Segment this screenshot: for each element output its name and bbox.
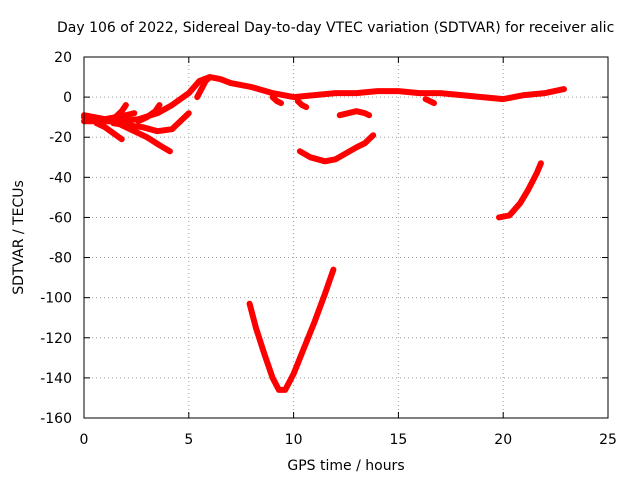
data-series-9 [269,94,284,107]
y-tick-label: 0 [63,90,72,106]
data-series-12 [296,132,377,165]
data-series-13 [336,108,373,119]
y-tick-label: -140 [40,371,72,387]
y-tick-label: -100 [40,291,72,307]
y-tick-label: -80 [49,251,72,267]
x-tick-label: 10 [285,432,303,448]
x-tick-label: 0 [80,432,89,448]
x-tick-label: 5 [184,432,193,448]
axis-ticks: 0 5 10 15 20 25 -160 -140 -120 -100 -80 -60 -40 -20 0 2… [40,50,617,448]
y-axis-title: SDTVAR / TECUs [11,180,27,295]
y-tick-label: -20 [49,130,72,146]
data-series-3 [81,102,129,125]
data-series-10 [294,98,310,111]
y-tick-label: -60 [49,210,72,226]
y-tick-label: -40 [49,170,72,186]
y-tick-label: 20 [54,50,72,66]
plot-frame [83,56,609,419]
x-tick-label: 20 [494,432,512,448]
data-series-15 [496,160,544,221]
data-series-8 [194,74,213,101]
x-axis-title: GPS time / hours [287,458,404,474]
x-tick-label: 15 [389,432,407,448]
data-series-14 [246,266,337,393]
x-tick-label: 25 [599,432,617,448]
data-series-11 [422,96,437,107]
data-series-2 [81,74,567,125]
chart-title: Day 106 of 2022, Sidereal Day-to-day VTE… [57,20,614,36]
y-tick-label: -120 [40,331,72,347]
y-tick-label: -160 [40,411,72,427]
data-series-group [81,74,567,393]
data-series-7 [135,102,163,125]
data-series-4 [93,120,125,143]
data-series-6 [118,122,173,155]
